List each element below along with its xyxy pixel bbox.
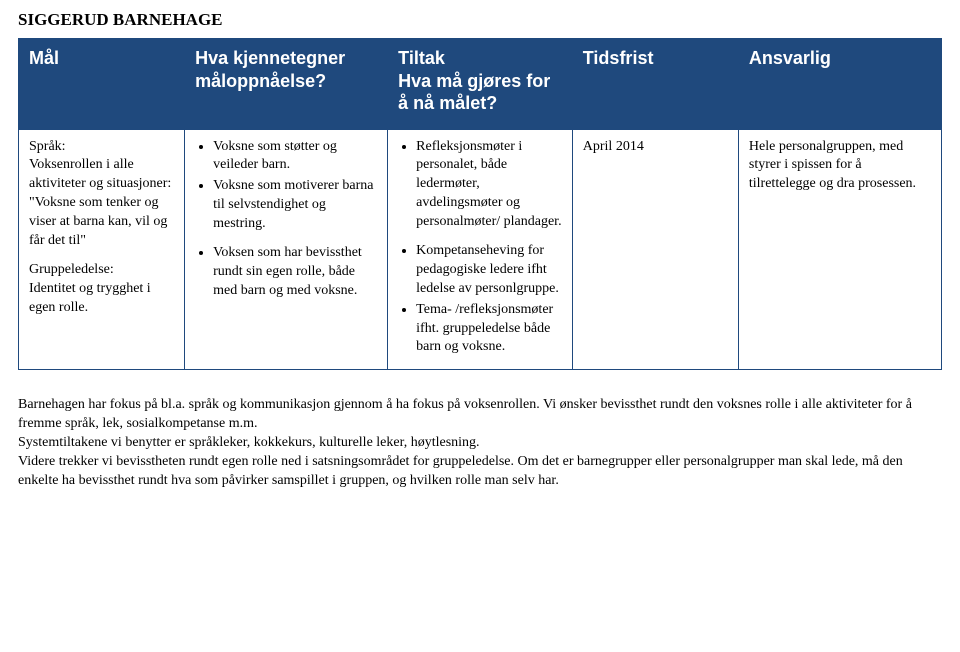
col-header-mal: Mål: [19, 39, 185, 130]
table-row: Språk:Voksenrollen i alle aktiviteter og…: [19, 129, 942, 370]
list-item: Voksen som har bevissthet rundt sin egen…: [213, 244, 377, 301]
measures-list-1: Refleksjonsmøter i personalet, både lede…: [398, 138, 562, 232]
col-header-tidsfrist: Tidsfrist: [572, 39, 738, 130]
footer-text: Barnehagen har fokus på bl.a. språk og k…: [18, 396, 942, 490]
cell-measures: Refleksjonsmøter i personalet, både lede…: [388, 129, 573, 370]
list-item: Kompetanseheving for pedagogiske ledere …: [416, 242, 562, 299]
list-item: Refleksjonsmøter i personalet, både lede…: [416, 138, 562, 232]
goal-paragraph-2: Gruppeledelse:Identitet og trygghet i eg…: [29, 261, 174, 318]
cell-responsible: Hele personalgruppen, med styrer i spiss…: [738, 129, 941, 370]
list-item: Tema- /refleksjonsmøter ifht. gruppelede…: [416, 301, 562, 358]
goal-paragraph-1: Språk:Voksenrollen i alle aktiviteter og…: [29, 138, 174, 251]
col-header-tiltak: TiltakHva må gjøres for å nå målet?: [388, 39, 573, 130]
measures-list-2: Kompetanseheving for pedagogiske ledere …: [398, 242, 562, 357]
page-title: SIGGERUD BARNEHAGE: [18, 10, 942, 30]
list-item: Voksne som støtter og veileder barn.: [213, 138, 377, 176]
characteristics-list-2: Voksen som har bevissthet rundt sin egen…: [195, 244, 377, 301]
cell-characteristics: Voksne som støtter og veileder barn. Vok…: [185, 129, 388, 370]
footer-paragraph-1: Barnehagen har fokus på bl.a. språk og k…: [18, 396, 942, 434]
footer-paragraph-3: Videre trekker vi bevisstheten rundt ege…: [18, 453, 942, 491]
col-header-kjennetegn: Hva kjennetegner måloppnåelse?: [185, 39, 388, 130]
characteristics-list-1: Voksne som støtter og veileder barn. Vok…: [195, 138, 377, 234]
col-header-ansvarlig: Ansvarlig: [738, 39, 941, 130]
footer-paragraph-2: Systemtiltakene vi benytter er språkleke…: [18, 434, 942, 453]
plan-table: Mål Hva kjennetegner måloppnåelse? Tilta…: [18, 38, 942, 370]
cell-goal: Språk:Voksenrollen i alle aktiviteter og…: [19, 129, 185, 370]
list-item: Voksne som motiverer barna til selvstend…: [213, 177, 377, 234]
table-header-row: Mål Hva kjennetegner måloppnåelse? Tilta…: [19, 39, 942, 130]
cell-deadline: April 2014: [572, 129, 738, 370]
